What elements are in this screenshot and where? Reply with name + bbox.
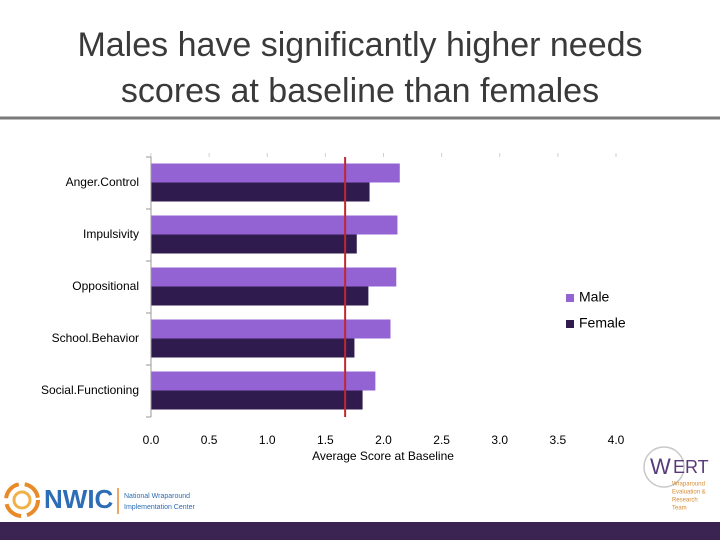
bar	[151, 215, 398, 235]
chart-title: Males have significantly higher needs sc…	[77, 26, 643, 110]
bar	[151, 267, 397, 287]
bar	[151, 390, 363, 410]
legend-swatch	[566, 294, 574, 302]
x-tick-label: 1.5	[317, 433, 334, 447]
nwic-icon	[12, 490, 32, 510]
x-axis-label: Average Score at Baseline	[312, 449, 454, 463]
legend-label: Male	[579, 289, 610, 305]
nwic-logo: NWIC National Wraparound Implementation …	[4, 482, 195, 518]
y-tick-label: Anger.Control	[66, 175, 139, 189]
wert-tagline: Research	[672, 498, 698, 504]
wert-tagline: Wraparound	[672, 482, 705, 488]
x-tick-label: 0.5	[201, 433, 218, 447]
nwic-tagline: Implementation Center	[124, 504, 195, 511]
y-tick-label: Impulsivity	[83, 227, 139, 241]
wert-tagline: Team	[672, 506, 687, 512]
x-tick-label: 0.0	[143, 433, 160, 447]
x-tick-label: 2.0	[375, 433, 392, 447]
bar	[151, 338, 355, 358]
y-tick-label: Oppositional	[72, 279, 139, 293]
bar	[151, 371, 376, 391]
x-tick-label: 3.5	[550, 433, 567, 447]
y-tick-label: School.Behavior	[52, 331, 139, 345]
bar	[151, 163, 400, 183]
bar	[151, 286, 369, 306]
wert-name: ERT	[673, 457, 709, 477]
bar	[151, 182, 370, 202]
x-tick-label: 4.0	[608, 433, 625, 447]
nwic-name: NWIC	[44, 484, 114, 514]
x-tick-label: 2.5	[433, 433, 450, 447]
bar	[151, 319, 391, 339]
wert-logo: W ERT Wraparound Evaluation & Research T…	[643, 446, 709, 512]
wert-icon	[643, 446, 685, 488]
legend-label: Female	[579, 315, 626, 331]
x-tick-label: 3.0	[491, 433, 508, 447]
legend-swatch	[566, 320, 574, 328]
y-tick-label: Social.Functioning	[41, 383, 139, 397]
nwic-icon	[4, 482, 40, 518]
wert-name: W	[650, 454, 671, 479]
x-tick-label: 1.0	[259, 433, 276, 447]
nwic-tagline: National Wraparound	[124, 493, 190, 500]
bar	[151, 234, 357, 254]
footer-bar	[0, 522, 720, 540]
wert-tagline: Evaluation &	[672, 490, 706, 496]
